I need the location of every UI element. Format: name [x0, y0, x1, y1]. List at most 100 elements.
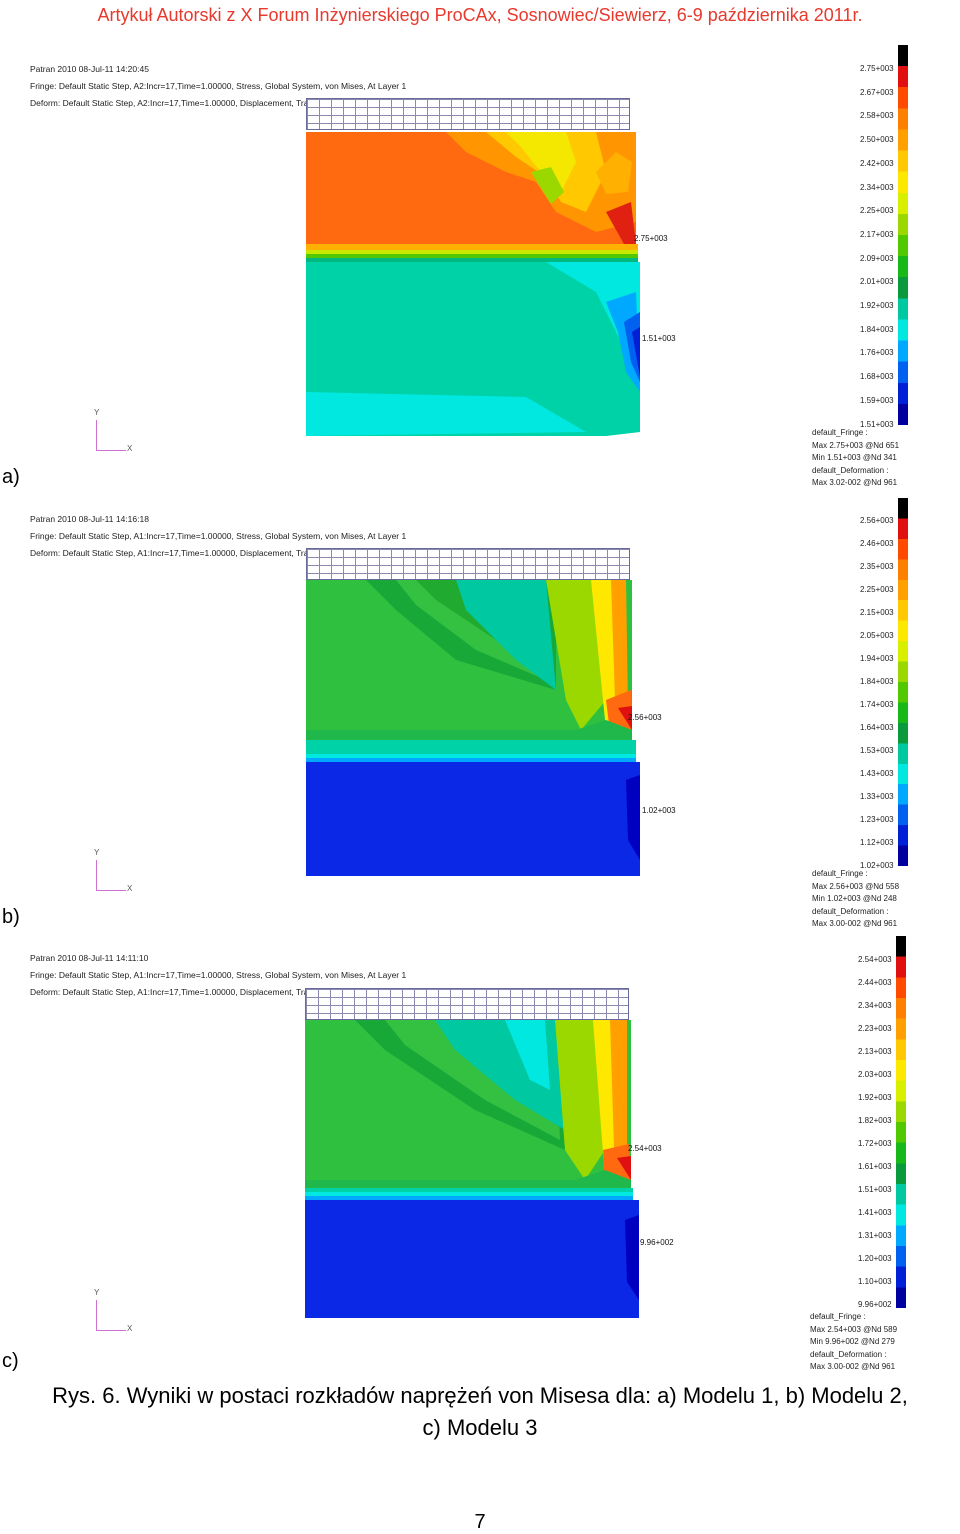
panel-a: Patran 2010 08-Jul-11 14:20:45 Fringe: D… [0, 45, 960, 500]
legend-tick-label: 2.56+003 [860, 516, 894, 525]
legend-tick-label: 2.25+003 [860, 206, 894, 216]
panel-label: a) [2, 466, 20, 488]
min-annotation: 1.51+003 [642, 334, 676, 343]
panel-title: Patran 2010 08-Jul-11 14:16:18 [30, 514, 149, 524]
fringe-description: Fringe: Default Static Step, A1:Incr=17,… [30, 531, 407, 541]
legend-tick-label: 2.13+003 [858, 1047, 892, 1056]
legend-tick-label: 1.23+003 [860, 815, 894, 824]
legend-notes: default_Fringe : Max 2.75+003 @Nd 651 Min … [812, 427, 899, 490]
legend-tick-label: 2.34+003 [860, 182, 894, 192]
legend-tick-label: 1.33+003 [860, 792, 894, 801]
caption-line-1: Rys. 6. Wyniki w postaci rozkładów naprę… [52, 1383, 908, 1408]
legend-tick-label: 2.05+003 [860, 631, 894, 640]
y-axis-label: Y [94, 848, 100, 857]
color-legend-bar [898, 498, 908, 866]
legend-tick-label: 2.46+003 [860, 539, 894, 548]
legend-tick-label: 2.23+003 [858, 1024, 892, 1033]
deform-description: Deform: Default Static Step, A2:Incr=17,… [30, 98, 338, 108]
legend-tick-label: 1.31+003 [858, 1231, 892, 1240]
legend-tick-label: 1.61+003 [858, 1162, 892, 1171]
legend-tick-label: 1.92+003 [860, 301, 894, 310]
legend-tick-label: 2.58+003 [860, 111, 894, 121]
undeformed-mesh [306, 548, 630, 580]
legend-tick-label: 1.59+003 [860, 395, 894, 405]
legend-tick-label: 2.03+003 [858, 1070, 892, 1079]
legend-note: Max 2.56+003 @Nd 558 [812, 881, 900, 891]
legend-tick-label: 2.15+003 [860, 608, 894, 617]
legend-tick-label: 1.51+003 [858, 1185, 892, 1194]
legend-tick-label: 1.68+003 [860, 372, 894, 382]
legend-tick-label: 1.43+003 [860, 769, 894, 778]
legend-note: Min 1.02+003 @Nd 248 [812, 894, 897, 903]
legend-note: default_Deformation : [812, 906, 889, 916]
x-axis-label: X [127, 884, 133, 893]
legend-tick-label: 2.75+003 [860, 64, 894, 73]
deform-description: Deform: Default Static Step, A1:Incr=17,… [30, 987, 338, 997]
stress-contour-plot [306, 132, 640, 436]
max-annotation: 2.54+003 [628, 1144, 662, 1153]
legend-note: default_Deformation : [812, 465, 889, 475]
legend-tick-label: 2.42+003 [860, 158, 894, 168]
legend-tick-label: 2.44+003 [858, 978, 892, 987]
panel-b: Patran 2010 08-Jul-11 14:16:18 Fringe: D… [0, 498, 960, 948]
panel-title: Patran 2010 08-Jul-11 14:20:45 [30, 64, 149, 74]
legend-tick-label: 1.51+003 [860, 419, 894, 429]
x-axis-label: X [127, 1324, 133, 1333]
legend-tick-label: 1.41+003 [858, 1208, 892, 1217]
max-annotation: 2.75+003 [634, 234, 668, 243]
legend-tick-label: 2.54+003 [858, 955, 892, 964]
legend-tick-label: 9.96+002 [858, 1300, 892, 1309]
legend-tick-label: 1.92+003 [858, 1093, 892, 1102]
legend-note: Max 3.02-002 @Nd 961 [812, 478, 898, 487]
coordinate-axes-icon: Y X [94, 408, 134, 456]
legend-tick-label: 1.84+003 [860, 677, 894, 686]
stress-contour-plot [306, 580, 640, 876]
legend-tick-label: 1.76+003 [860, 348, 894, 358]
legend-tick-label: 1.84+003 [860, 324, 894, 334]
legend-notes: default_Fringe : Max 2.54+003 @Nd 589 Min … [810, 1311, 897, 1374]
min-annotation: 9.96+002 [640, 1238, 674, 1247]
legend-note: default_Fringe : [812, 428, 868, 437]
stress-contour-plot [305, 1020, 639, 1318]
panel-c: Patran 2010 08-Jul-11 14:11:10 Fringe: D… [0, 936, 960, 1388]
legend-tick-label: 2.67+003 [860, 87, 894, 97]
legend-notes: default_Fringe : Max 2.56+003 @Nd 558 Min … [812, 868, 899, 931]
coordinate-axes-icon: Y X [94, 1288, 134, 1336]
page-header: Artykuł Autorski z X Forum Inżynierskieg… [97, 5, 863, 25]
legend-note: Max 3.00-002 @Nd 961 [810, 1362, 896, 1371]
legend-tick-label: 1.20+003 [858, 1254, 892, 1263]
legend-tick-label: 2.25+003 [860, 585, 894, 594]
legend-note: default_Deformation : [810, 1349, 887, 1359]
page-number: 7 [474, 1511, 486, 1533]
legend-tick-label: 2.50+003 [860, 135, 894, 145]
figure-caption: Rys. 6. Wyniki w postaci rozkładów naprę… [0, 1380, 960, 1444]
fringe-description: Fringe: Default Static Step, A1:Incr=17,… [30, 970, 407, 980]
legend-tick-label: 2.01+003 [860, 277, 894, 287]
legend-tick-label: 1.53+003 [860, 746, 894, 755]
legend-tick-label: 1.10+003 [858, 1277, 892, 1286]
panel-label: b) [2, 906, 20, 928]
legend-note: Max 2.75+003 @Nd 651 [812, 440, 900, 450]
legend-tick-label: 2.09+003 [860, 253, 894, 263]
legend-tick-label: 1.64+003 [860, 723, 894, 732]
fringe-description: Fringe: Default Static Step, A2:Incr=17,… [30, 81, 407, 91]
color-legend-bar [898, 45, 908, 425]
y-axis-label: Y [94, 1288, 100, 1297]
y-axis-label: Y [94, 408, 100, 417]
min-annotation: 1.02+003 [642, 806, 676, 815]
legend-tick-label: 2.17+003 [860, 229, 894, 239]
legend-tick-label: 1.74+003 [860, 700, 894, 709]
legend-note: Max 3.00-002 @Nd 961 [812, 919, 898, 928]
legend-tick-label: 1.94+003 [860, 654, 894, 663]
legend-note: default_Fringe : [810, 1312, 866, 1321]
legend-note: Min 9.96+002 @Nd 279 [810, 1337, 895, 1346]
legend-tick-label: 1.12+003 [860, 838, 894, 847]
deform-description: Deform: Default Static Step, A1:Incr=17,… [30, 548, 338, 558]
undeformed-mesh [306, 98, 630, 130]
panel-label: c) [2, 1350, 19, 1372]
panel-title: Patran 2010 08-Jul-11 14:11:10 [30, 953, 149, 963]
coordinate-axes-icon: Y X [94, 848, 134, 896]
legend-tick-label: 2.34+003 [858, 1001, 892, 1010]
undeformed-mesh [305, 988, 629, 1020]
legend-note: Min 1.51+003 @Nd 341 [812, 453, 897, 462]
